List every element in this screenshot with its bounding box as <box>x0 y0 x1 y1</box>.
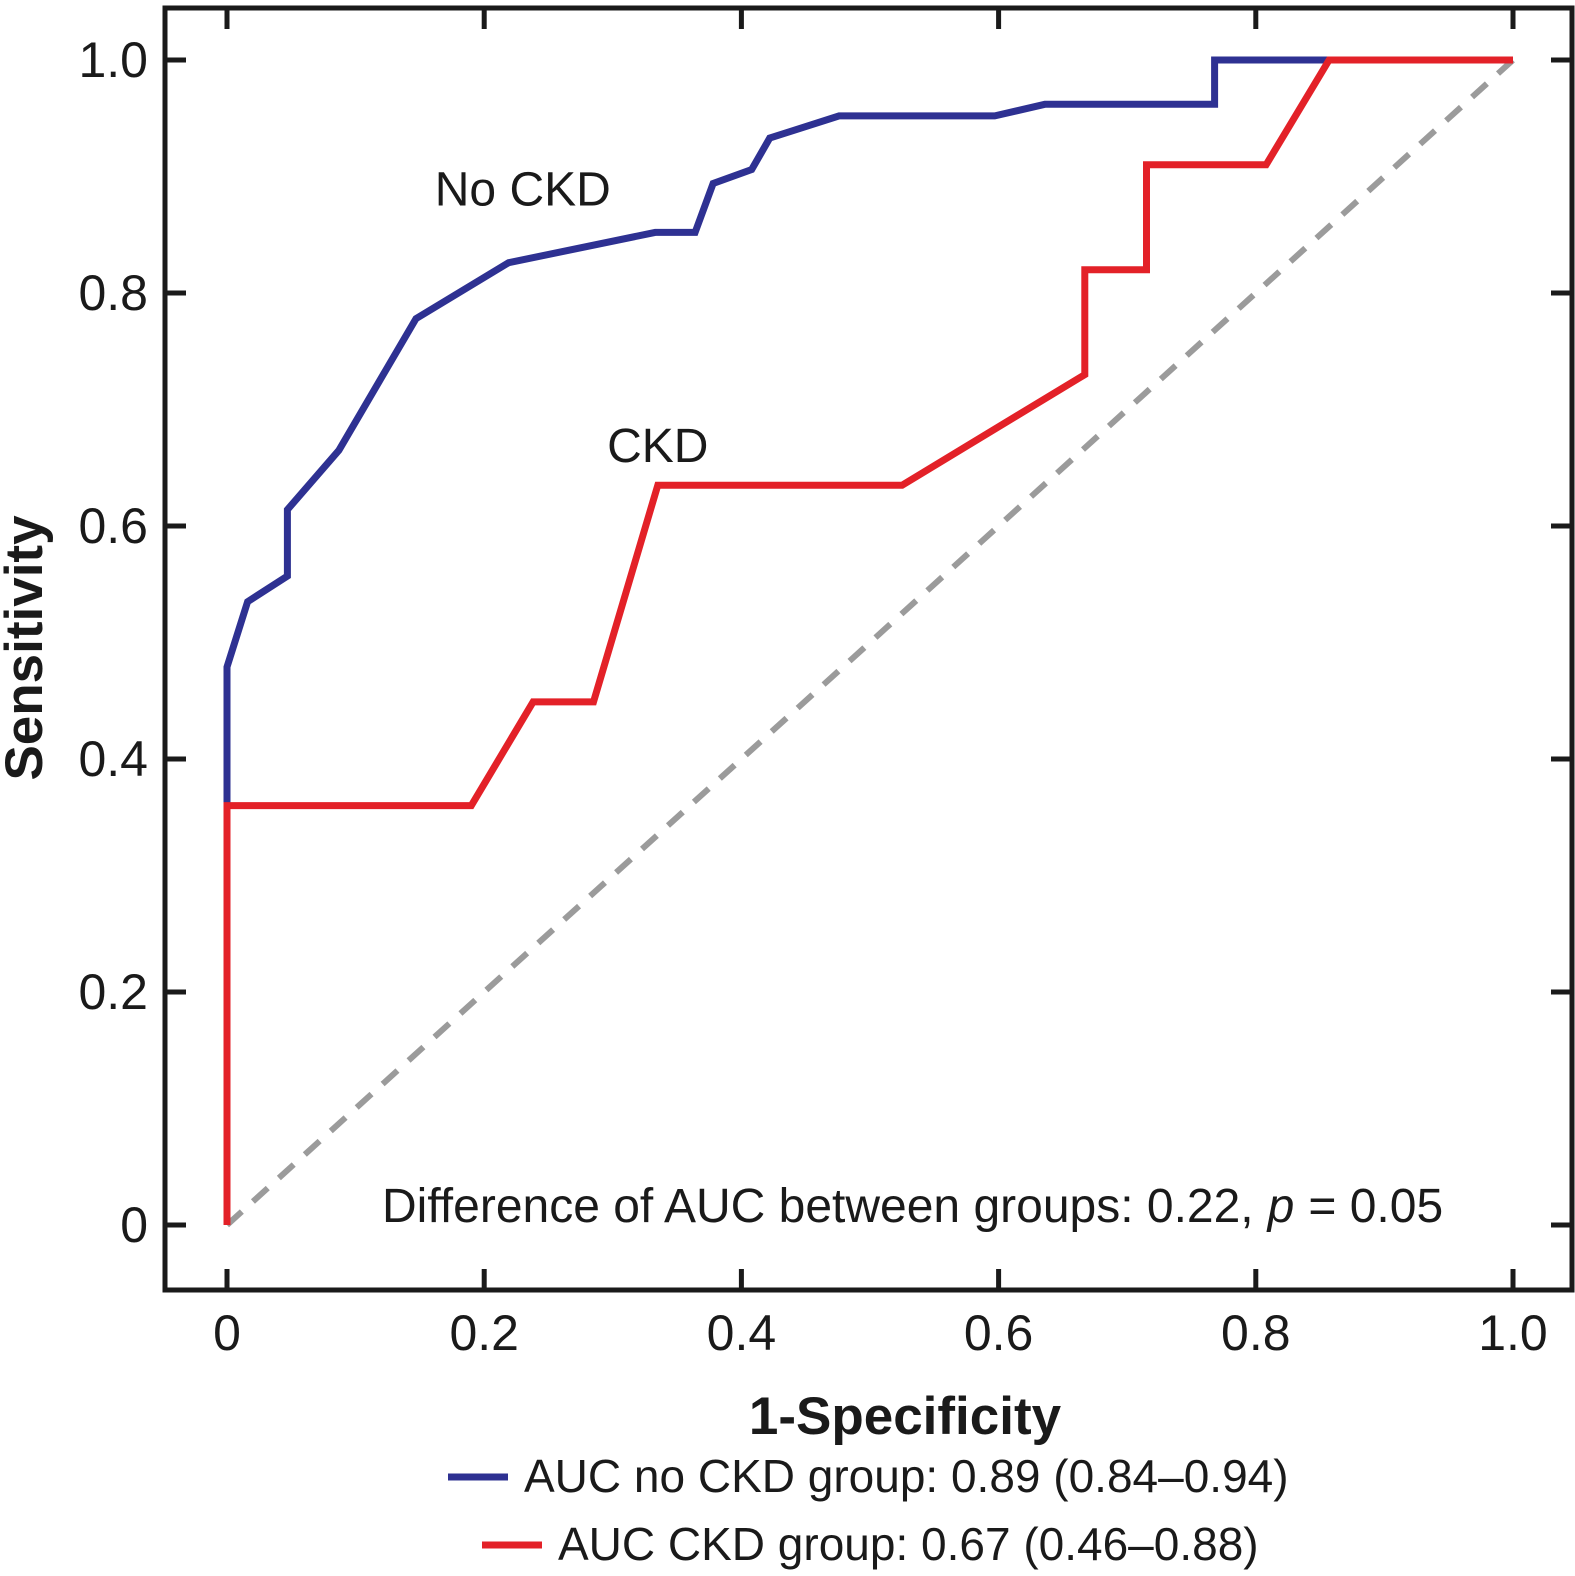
x-tick-label: 0.6 <box>964 1305 1034 1361</box>
legend-label-ckd: AUC CKD group: 0.67 (0.46–0.88) <box>558 1518 1259 1570</box>
x-tick-label: 0.4 <box>707 1305 777 1361</box>
x-axis-label: 1-Specificity <box>749 1387 1062 1446</box>
x-tick-label: 1.0 <box>1478 1305 1548 1361</box>
legend: AUC no CKD group: 0.89 (0.84–0.94) AUC CK… <box>448 1450 1289 1570</box>
y-tick-label: 0.6 <box>78 498 148 554</box>
ckd-curve-label: CKD <box>607 420 708 473</box>
y-tick-label: 0.2 <box>78 964 148 1020</box>
y-axis-label: Sensitivity <box>0 515 54 781</box>
y-tick-label: 0.8 <box>78 265 148 321</box>
legend-label-no-ckd: AUC no CKD group: 0.89 (0.84–0.94) <box>524 1450 1289 1502</box>
x-tick-label: 0 <box>213 1305 241 1361</box>
ckd-roc-curve <box>223 56 1513 1225</box>
auc-difference-annotation: Difference of AUC between groups: 0.22, p… <box>382 1180 1443 1233</box>
series-lines <box>223 56 1516 1228</box>
x-tick-labels: 0 0.2 0.4 0.6 0.8 1.0 <box>213 1305 1548 1361</box>
y-tick-label: 0.4 <box>78 731 148 787</box>
legend-item-ckd: AUC CKD group: 0.67 (0.46–0.88) <box>482 1518 1259 1570</box>
no-ckd-curve-label: No CKD <box>435 164 611 217</box>
y-tick-labels: 0 0.2 0.4 0.6 0.8 1.0 <box>78 32 148 1253</box>
x-tick-label: 0.2 <box>449 1305 519 1361</box>
diagonal-reference-line <box>224 57 1516 1228</box>
no-ckd-roc-curve <box>223 56 1513 1225</box>
legend-item-no-ckd: AUC no CKD group: 0.89 (0.84–0.94) <box>448 1450 1289 1502</box>
plot-frame <box>162 5 1575 1293</box>
tick-marks <box>165 8 1572 1290</box>
y-tick-label: 1.0 <box>78 32 148 88</box>
y-tick-label: 0 <box>120 1197 148 1253</box>
x-tick-label: 0.8 <box>1221 1305 1291 1361</box>
